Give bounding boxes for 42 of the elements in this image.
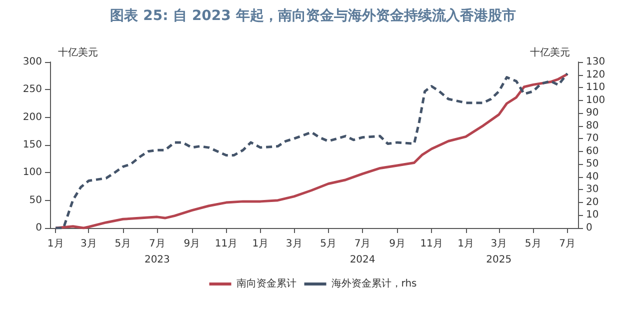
x-tick-label: 11月 xyxy=(420,238,443,250)
y2-tick-label: 90 xyxy=(586,108,599,119)
y2-tick-label: 110 xyxy=(586,82,606,94)
chart-title: 图表 25: 自 2023 年起，南向资金与海外资金持续流入香港股市 xyxy=(110,7,516,24)
y-tick-label: 250 xyxy=(22,84,42,96)
x-tick-label: 7月 2024 xyxy=(350,238,376,266)
y2-tick-label: 80 xyxy=(586,120,599,132)
x-tick-label: 11月 xyxy=(214,238,238,250)
y-tick-label: 0 xyxy=(36,222,42,234)
x-tick-label: 5月 xyxy=(320,238,336,250)
y-tick-label: 300 xyxy=(22,56,42,68)
y2-tick-label: 50 xyxy=(586,158,599,170)
x-tick-label: 3月 xyxy=(80,238,97,250)
y2-tick-label: 120 xyxy=(586,69,606,80)
y-axis-title: 十亿美元 xyxy=(58,46,98,58)
x-tick-label: 5月 xyxy=(114,238,132,250)
y-tick-label: 150 xyxy=(22,140,42,150)
y-tick-label: 100 xyxy=(22,167,42,178)
y-tick-label: 50 xyxy=(29,194,42,206)
x-tick-label: 1月 xyxy=(458,238,474,250)
legend-label: 南向资金累计 xyxy=(236,278,296,290)
x-tick-label: 5月 xyxy=(524,238,542,250)
y2-axis-title: 十亿美元 xyxy=(530,46,570,58)
y2-tick-label: 40 xyxy=(586,171,599,182)
legend-label: 海外资金累计，rhs xyxy=(331,278,417,290)
x-tick-label: 9月 xyxy=(389,238,406,250)
x-tick-label: 7月 xyxy=(559,238,576,250)
y2-tick-label: 100 xyxy=(586,94,606,106)
y2-tick-label: 70 xyxy=(586,133,599,144)
y-tick-label: 200 xyxy=(22,112,42,123)
y2-tick-label: 20 xyxy=(586,196,599,208)
y2-tick-label: 130 xyxy=(586,56,606,68)
y2-tick-label: 10 xyxy=(586,210,599,221)
x-tick-label: 3月 2025 xyxy=(486,238,512,266)
x-tick-label: 1月 xyxy=(252,238,269,250)
x-tick-label: 7月 2023 xyxy=(144,238,170,266)
x-tick-label: 1月 xyxy=(47,238,64,250)
y2-tick-label: 60 xyxy=(586,146,599,157)
y2-tick-label: 0 xyxy=(586,222,592,234)
x-tick-label: 9月 xyxy=(184,238,200,250)
x-tick-label: 3月 xyxy=(286,238,302,250)
y2-tick-label: 30 xyxy=(586,184,599,196)
